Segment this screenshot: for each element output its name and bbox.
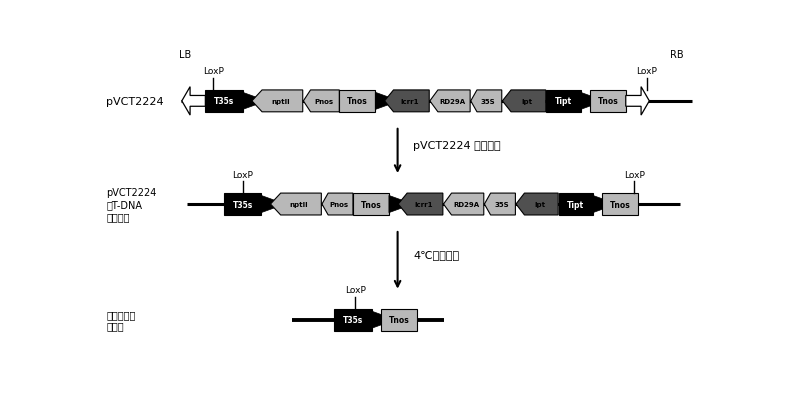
Bar	[339, 91, 375, 113]
Polygon shape	[516, 194, 558, 215]
Text: Icrr1: Icrr1	[400, 99, 419, 104]
Text: LoxP: LoxP	[624, 170, 645, 179]
Polygon shape	[593, 196, 617, 213]
Text: 35S: 35S	[494, 202, 509, 207]
Text: Pnos: Pnos	[314, 99, 333, 104]
Text: nptII: nptII	[290, 202, 308, 207]
Text: Tnos: Tnos	[347, 97, 368, 106]
Polygon shape	[502, 91, 546, 113]
Text: 在植物中: 在植物中	[106, 211, 130, 222]
Text: 35S: 35S	[481, 99, 495, 104]
Text: Tnos: Tnos	[610, 200, 630, 209]
Polygon shape	[430, 91, 470, 113]
Text: T35s: T35s	[343, 315, 363, 324]
Text: 的T-DNA: 的T-DNA	[106, 200, 142, 209]
Bar	[206, 91, 242, 113]
Text: nptII: nptII	[271, 99, 290, 104]
Polygon shape	[398, 194, 443, 215]
Polygon shape	[182, 87, 206, 116]
Polygon shape	[371, 311, 395, 328]
Text: RD29A: RD29A	[439, 99, 466, 104]
Polygon shape	[242, 93, 266, 110]
Polygon shape	[270, 194, 322, 215]
Text: RB: RB	[670, 49, 683, 60]
Bar	[353, 194, 389, 215]
Text: LoxP: LoxP	[637, 67, 658, 76]
Text: 4℃低温诱导: 4℃低温诱导	[413, 249, 459, 260]
Text: LoxP: LoxP	[232, 170, 253, 179]
Text: Pnos: Pnos	[330, 202, 349, 207]
Polygon shape	[252, 91, 302, 113]
Text: LoxP: LoxP	[345, 286, 366, 294]
Text: Tnos: Tnos	[361, 200, 382, 209]
Bar	[590, 91, 626, 113]
Bar	[224, 194, 261, 215]
Text: RD29A: RD29A	[453, 202, 479, 207]
Polygon shape	[303, 91, 339, 113]
Polygon shape	[626, 87, 650, 116]
Text: Tnos: Tnos	[389, 315, 410, 324]
Text: pVCT2224: pVCT2224	[106, 188, 157, 198]
Text: Tnos: Tnos	[598, 97, 618, 106]
Bar	[334, 309, 371, 331]
Polygon shape	[485, 194, 515, 215]
Text: 删除后的残: 删除后的残	[106, 309, 135, 319]
Text: Tipt: Tipt	[567, 200, 585, 209]
Text: pVCT2224 转化植物: pVCT2224 转化植物	[413, 140, 501, 150]
Polygon shape	[581, 93, 604, 110]
Text: LB: LB	[179, 49, 192, 60]
Text: T35s: T35s	[214, 97, 234, 106]
Text: 余结构: 余结构	[106, 321, 124, 331]
Text: LoxP: LoxP	[203, 67, 224, 76]
Polygon shape	[375, 93, 399, 110]
Bar	[602, 194, 638, 215]
Text: Ipt: Ipt	[534, 202, 545, 207]
Polygon shape	[262, 196, 285, 213]
Polygon shape	[322, 194, 353, 215]
Polygon shape	[385, 91, 430, 113]
Text: T35s: T35s	[233, 200, 253, 209]
Polygon shape	[470, 91, 502, 113]
Bar	[381, 309, 417, 331]
Bar	[546, 91, 581, 113]
Text: Tipt: Tipt	[555, 97, 572, 106]
Text: Ipt: Ipt	[521, 99, 532, 104]
Polygon shape	[389, 196, 413, 213]
Text: pVCT2224: pVCT2224	[106, 97, 164, 107]
Polygon shape	[443, 194, 484, 215]
Bar	[558, 194, 593, 215]
Text: Icrr1: Icrr1	[414, 202, 433, 207]
